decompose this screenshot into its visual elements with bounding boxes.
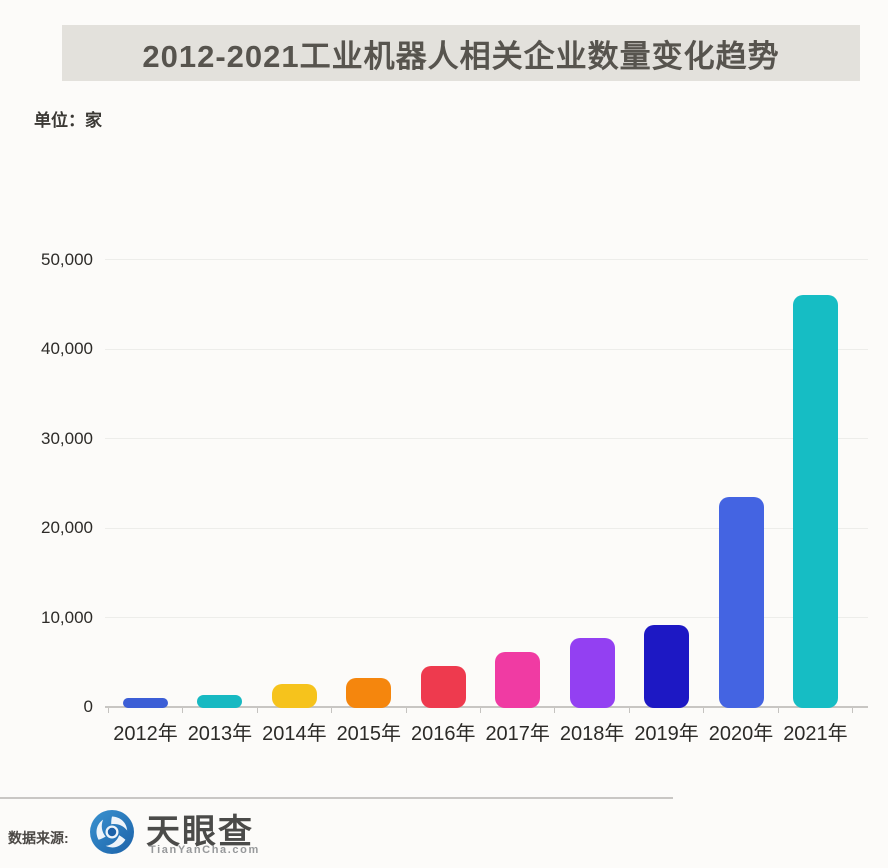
bar-2015年: [346, 678, 392, 708]
x-axis-tick: [108, 708, 109, 713]
x-tick-label: 2016年: [411, 723, 476, 745]
bar-2019年: [644, 625, 690, 708]
bar-group-2019年: 2019年: [634, 625, 699, 745]
bar-group-2015年: 2015年: [337, 678, 401, 745]
bars: 2012年 2013年 2014年 2015年 2016年 2017年 2018年 2019年…: [113, 260, 848, 745]
y-tick-label: 0: [83, 697, 93, 716]
x-tick-label: 2015年: [336, 723, 402, 745]
bar-2020年: [718, 497, 764, 708]
data-source-label: 数据来源:: [8, 830, 69, 846]
bar-2017年: [495, 652, 541, 708]
bar-group-2013年: 2013年: [188, 695, 252, 745]
x-tick-label: 2013年: [187, 723, 253, 745]
tianyancha-logo-icon: [90, 810, 134, 854]
tianyancha-brand-name: 天眼查: [146, 813, 254, 851]
x-axis-tick: [480, 708, 481, 713]
y-tick-label: 20,000: [41, 518, 93, 538]
y-tick-label: 50,000: [41, 249, 93, 269]
bar-group-2012年: 2012年: [113, 698, 178, 745]
tianyancha-brand-domain: TianYanCha.com: [149, 844, 260, 856]
bar-2021年: [792, 295, 838, 708]
y-gridline: 10,000: [41, 608, 868, 627]
footer-divider: [0, 797, 673, 799]
x-axis-tick: [554, 708, 556, 713]
y-gridline: 20,000: [41, 518, 868, 537]
x-tick-label: 2017年: [485, 723, 550, 745]
bar-2016年: [420, 666, 466, 708]
bar-2013年: [197, 695, 243, 708]
x-tick-label: 2020年: [708, 723, 774, 745]
bar-2018年: [569, 638, 615, 708]
x-axis-tick: [405, 708, 407, 713]
y-gridline: 40,000: [41, 339, 868, 358]
bar-group-2016年: 2016年: [411, 666, 476, 745]
x-axis-line: 0: [84, 697, 868, 716]
x-axis-tick: [777, 708, 779, 713]
x-axis-tick: [852, 708, 853, 713]
chart-title: 2012-2021工业机器人相关企业数量变化趋势: [62, 25, 860, 81]
x-axis-tick: [182, 708, 184, 713]
bar-group-2021年: 2021年: [783, 295, 848, 745]
y-tick-label: 10,000: [41, 607, 93, 627]
bar-group-2020年: 2020年: [709, 497, 773, 745]
x-tick-label: 2019年: [634, 723, 699, 745]
unit-label: 单位：家: [34, 111, 102, 130]
bar-group-2014年: 2014年: [262, 684, 327, 745]
x-tick-label: 2018年: [559, 723, 625, 745]
bar-2012年: [123, 698, 168, 708]
x-tick-label: 2014年: [262, 723, 327, 745]
x-tick-label: 2012年: [113, 723, 178, 745]
plot-area: 0 10,000 20,000 30,000 40,000 50,000 2012年 2013…: [41, 250, 868, 745]
y-gridline: 30,000: [41, 429, 868, 448]
x-axis-tick: [628, 708, 630, 713]
y-tick-label: 40,000: [41, 339, 93, 359]
y-gridline: 50,000: [41, 250, 868, 269]
bar-2014年: [271, 684, 317, 708]
x-axis-tick: [331, 708, 333, 713]
y-tick-label: 30,000: [41, 428, 93, 448]
bar-group-2018年: 2018年: [560, 638, 624, 745]
x-tick-label: 2021年: [783, 723, 848, 745]
x-axis-tick: [703, 708, 705, 713]
bar-group-2017年: 2017年: [485, 652, 550, 745]
x-axis-tick: [256, 708, 258, 713]
